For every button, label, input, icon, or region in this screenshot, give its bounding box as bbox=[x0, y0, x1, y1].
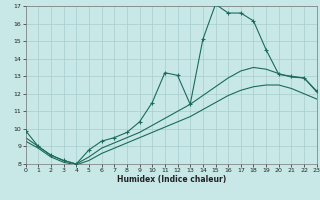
X-axis label: Humidex (Indice chaleur): Humidex (Indice chaleur) bbox=[116, 175, 226, 184]
